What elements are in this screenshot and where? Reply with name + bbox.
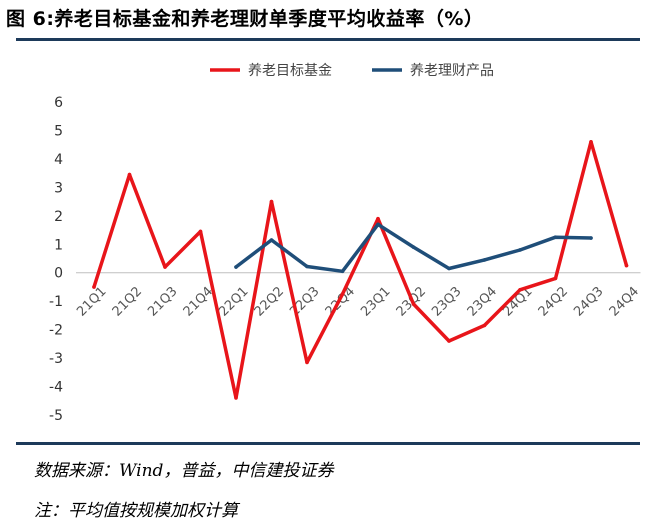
- series-1-point: [553, 276, 558, 281]
- legend-label-1: 养老目标基金: [248, 62, 332, 79]
- x-tick-label: 21Q1: [74, 284, 109, 319]
- series-1-point: [163, 265, 167, 269]
- chart-area: -5 -4 -3 -2 -1 0 1 2 3 4 5 6 21Q1 21Q2 21Q3 21Q4 22Q1 22Q…: [0, 44, 656, 440]
- series-2-point: [340, 269, 345, 274]
- x-tick-label: 24Q3: [571, 284, 606, 319]
- series-1-point: [376, 216, 380, 221]
- series-1-point: [589, 140, 593, 144]
- series-1-point: [340, 292, 345, 296]
- series-2-point: [589, 236, 593, 240]
- series-1-point: [411, 302, 416, 306]
- series-line-1: [92, 140, 629, 400]
- x-tick-label: 23Q1: [358, 284, 393, 319]
- y-tick-label: 6: [54, 95, 63, 111]
- y-tick-label: 3: [54, 180, 63, 196]
- series-1-point: [447, 339, 451, 343]
- y-tick-label: -1: [49, 294, 63, 310]
- legend-label-2: 养老理财产品: [410, 63, 494, 79]
- series-2-point: [376, 222, 380, 227]
- series-1-point: [127, 172, 132, 177]
- series-2-point: [269, 238, 274, 242]
- y-tick-label: -2: [49, 323, 63, 339]
- series-2-point: [411, 245, 416, 249]
- series-1-point: [198, 229, 203, 234]
- bottom-rule: [16, 442, 640, 445]
- source-note: 数据来源：Wind，普益，中信建投证券: [34, 461, 334, 481]
- series-2-point: [518, 248, 522, 252]
- y-tick-label: -5: [49, 408, 63, 424]
- y-tick-label: -3: [49, 351, 63, 367]
- y-tick-label: -4: [49, 380, 63, 396]
- series-2-point: [234, 265, 238, 269]
- chart-title: 图 6:养老目标基金和养老理财单季度平均收益率（%）: [6, 8, 484, 30]
- x-tick-label: 24Q2: [536, 284, 571, 319]
- y-tick-label: 0: [54, 266, 63, 282]
- x-tick-label: 21Q3: [145, 284, 180, 319]
- series-1-point: [624, 263, 629, 268]
- series-2-point: [482, 258, 487, 262]
- x-tick-label: 21Q2: [110, 284, 145, 319]
- y-tick-label: 1: [54, 237, 63, 253]
- x-tick-label: 23Q3: [429, 284, 464, 319]
- series-2-point: [305, 264, 309, 269]
- series-1-point: [305, 360, 309, 365]
- y-tick-label: 2: [54, 209, 63, 225]
- x-tick-label: 21Q4: [181, 284, 216, 319]
- series-1-point: [92, 285, 96, 289]
- x-tick-label: 22Q1: [216, 284, 251, 319]
- top-rule: [16, 38, 640, 41]
- series-2-point: [553, 235, 558, 239]
- series-2-point: [447, 266, 451, 271]
- series-1-point: [482, 323, 487, 328]
- x-tick-label: 24Q4: [607, 284, 642, 319]
- series-1-point: [518, 288, 522, 292]
- series-1-point: [234, 396, 238, 400]
- y-tick-label: 4: [54, 152, 63, 168]
- footnote: 注：平均值按规模加权计算: [34, 501, 238, 521]
- series-1-point: [269, 199, 274, 204]
- y-tick-label: 5: [54, 123, 63, 139]
